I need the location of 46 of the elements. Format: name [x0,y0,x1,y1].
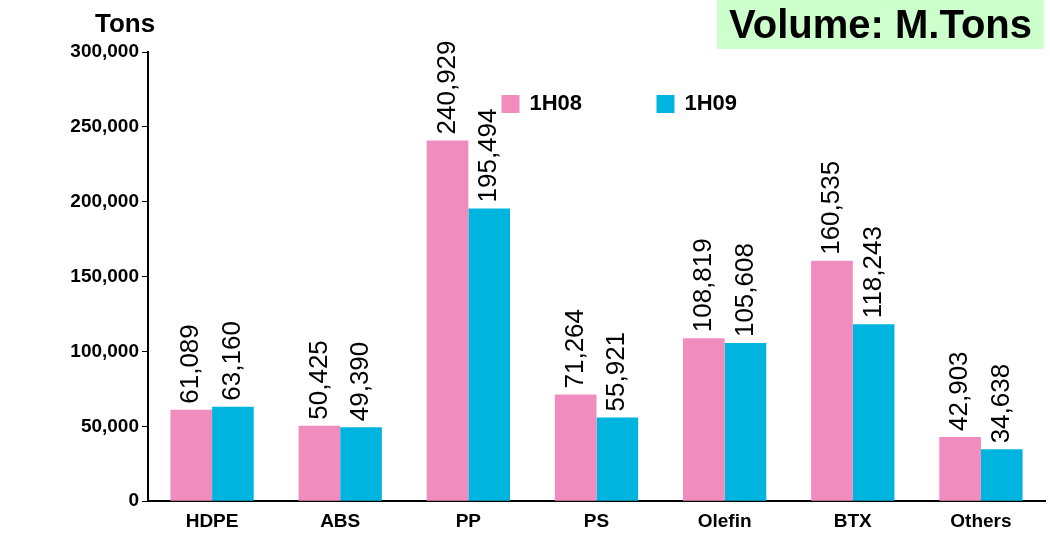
chart-title: Volume: M.Tons [717,0,1044,49]
y-tick-label: 200,000 [70,189,139,211]
data-label: 160,535 [815,160,846,255]
data-label: 49,390 [344,341,375,422]
data-label: 118,243 [856,226,887,319]
bar [468,208,510,501]
data-label: 61,089 [174,324,205,404]
y-tick-label: 250,000 [70,115,139,137]
x-tick-label: PS [583,509,610,531]
x-tick-label: ABS [320,509,361,531]
data-label: 108,819 [686,238,717,333]
bar [939,436,981,501]
data-label: 50,425 [302,340,333,420]
bar [683,338,725,501]
x-tick-label: HDPE [185,509,239,531]
y-tick-label: 100,000 [70,339,139,361]
y-tick-label: 150,000 [70,264,139,286]
data-label: 105,608 [728,243,759,338]
y-axis-title: Tons [95,8,156,39]
legend-label: 1H09 [684,90,738,116]
bar [426,140,469,501]
x-tick-label: PP [455,509,482,531]
x-tick-label: Others [950,509,1012,531]
x-tick-label: BTX [833,509,873,531]
bar [811,260,853,501]
bar [340,427,382,501]
bar [298,425,341,501]
y-tick-label: 300,000 [70,40,139,62]
data-label: 55,921 [600,331,631,412]
data-label: 34,638 [984,363,1015,444]
bar [980,449,1023,501]
bar [554,394,597,501]
data-label: 42,903 [943,351,974,431]
data-label: 63,160 [216,321,247,401]
legend-label: 1H08 [529,90,583,116]
bar [212,406,254,501]
data-label: 195,494 [472,108,503,203]
y-tick-label: 50,000 [80,414,139,436]
data-label: 240,929 [430,40,461,135]
x-tick-label: Olefin [697,509,752,531]
y-tick-label: 0 [128,489,139,511]
bar [852,324,895,501]
bar [170,409,213,501]
data-label: 71,264 [558,308,589,389]
bar [724,343,767,501]
bar [596,417,639,501]
